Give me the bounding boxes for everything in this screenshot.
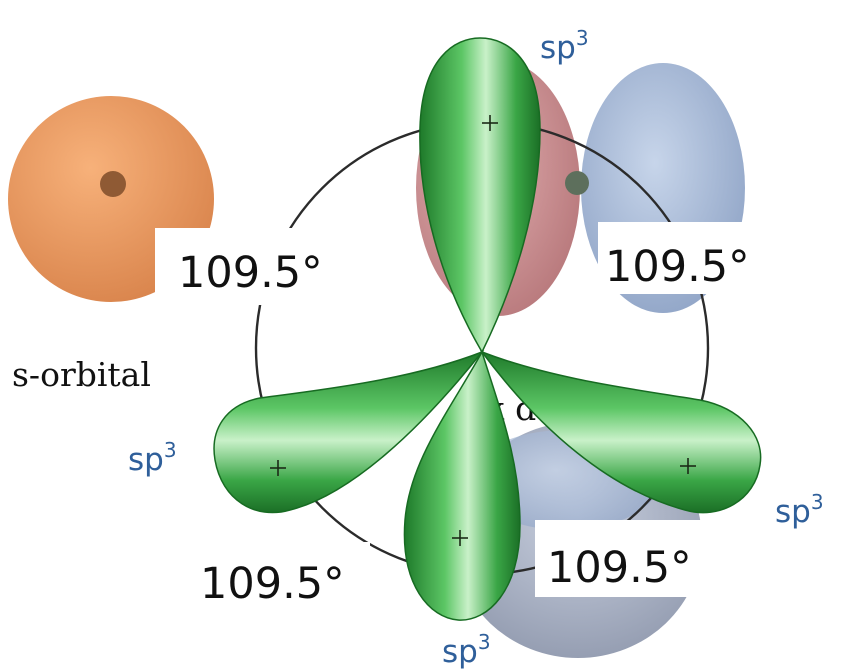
sp3-label-right: sp3: [775, 490, 824, 530]
angle-label-top-right: 109.5°: [598, 222, 820, 294]
sp3-lobe-left: [213, 350, 485, 514]
s-orbital-label: s-orbital: [12, 355, 151, 394]
svg-text:109.5°: 109.5°: [605, 242, 750, 292]
sp3-lobe-bottom: [403, 350, 521, 621]
svg-text:109.5°: 109.5°: [547, 543, 692, 593]
sp3-label-left: sp3: [128, 438, 177, 478]
angle-label-bottom-right: 109.5°: [535, 520, 770, 597]
angle-label-bottom-left: 109.5°: [145, 542, 370, 614]
svg-text:109.5°: 109.5°: [178, 248, 323, 298]
sp3-lobe-top: [419, 37, 541, 354]
sp3-label-top: sp3: [540, 26, 589, 66]
angle-label-top-left: 109.5°: [155, 228, 400, 305]
svg-text:109.5°: 109.5°: [200, 559, 345, 609]
sp3-lobe-right: [479, 350, 762, 514]
sp3-label-bottom: sp3: [442, 630, 491, 670]
